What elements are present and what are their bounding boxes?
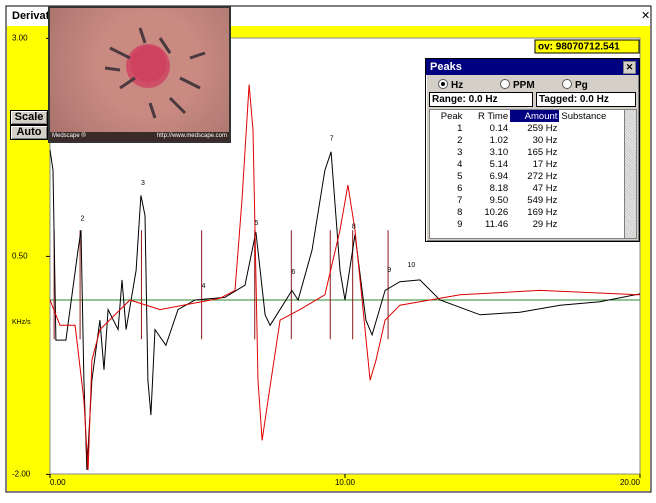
peak-cell: 6.94 [464,170,510,182]
peak-cell: 9.50 [464,194,510,206]
peaks-dialog: Peaks ✕ Hz PPM Pg Range: 0.0 Hz Tagged: 0.0… [425,58,640,242]
peak-cell: 8 [430,206,464,218]
y-tick-label: -2.00 [12,470,31,479]
y-tick-label: 3.00 [12,34,28,43]
peak-cell: 8.18 [464,182,510,194]
ov-label: ov: 98070712.541 [538,42,620,53]
column-header[interactable]: Amount [510,110,559,122]
tagged-box: Tagged: 0.0 Hz [536,92,636,107]
unit-radio[interactable]: Hz [438,79,463,91]
auto-button[interactable]: Auto [10,125,48,140]
peak-cell: 165 Hz [510,146,559,158]
peak-cell: 11.46 [464,218,510,230]
peak-label: 4 [201,283,205,290]
peak-cell: 9 [430,218,464,230]
peak-cell: 6 [430,182,464,194]
peak-cell-empty [559,218,625,230]
peak-label: 3 [141,180,145,187]
peak-cell: 272 Hz [510,170,559,182]
peak-cell: 47 Hz [510,182,559,194]
peak-label: 10 [407,262,415,269]
peak-label: 7 [330,136,334,143]
dialog-title-bar: Peaks ✕ [426,59,639,75]
peak-cell-empty [559,122,625,134]
window-title: Derivat [12,10,50,22]
radio-dot[interactable] [500,79,510,89]
image-url: http://www.medscape.com [157,132,227,141]
y-tick-label: 0.50 [12,252,28,261]
peak-cell: 29 Hz [510,218,559,230]
peak-label: 6 [291,269,295,276]
peak-label: 8 [352,224,356,231]
peak-cell: 4 [430,158,464,170]
peak-cell: 2 [430,134,464,146]
app-window: { "window": {"title": "Derivat", "ov_lab… [0,0,656,503]
x-tick-label: 20.00 [620,478,641,487]
x-tick-label: 10.00 [335,478,356,487]
dialog-close[interactable]: ✕ [623,61,636,74]
peak-cell-empty [559,194,625,206]
dialog-title: Peaks [430,61,462,73]
column-header[interactable]: R Time [464,110,510,122]
y-unit: KHz/s [12,319,31,326]
unit-radio[interactable]: PPM [500,79,535,91]
column-header[interactable]: Substance [559,110,625,122]
peak-cell: 549 Hz [510,194,559,206]
peak-cell: 10.26 [464,206,510,218]
image-footer: Medscape ® http://www.medscape.com [50,132,229,141]
peak-cell: 3 [430,146,464,158]
peak-label: 9 [387,267,391,274]
overlay-image: Medscape ® http://www.medscape.com [48,6,231,143]
peak-cell: 259 Hz [510,122,559,134]
peak-cell-empty [559,158,625,170]
unit-radio[interactable]: Pg [562,79,588,91]
image-credit: Medscape ® [52,132,86,141]
peak-cell: 0.14 [464,122,510,134]
scale-button[interactable]: Scale [10,110,48,125]
peak-cell: 17 Hz [510,158,559,170]
peak-cell: 5 [430,170,464,182]
peak-cell: 3.10 [464,146,510,158]
column-header[interactable]: Peak [430,110,464,122]
peak-cell: 5.14 [464,158,510,170]
radio-label: PPM [513,80,535,91]
peak-cell-empty [559,146,625,158]
peak-cell: 30 Hz [510,134,559,146]
peak-cell: 1.02 [464,134,510,146]
radio-label: Pg [575,80,588,91]
close-icon[interactable]: ✕ [641,10,650,22]
peak-cell-empty [559,206,625,218]
peak-cell-empty [559,182,625,194]
x-tick-label: 0.00 [50,478,66,487]
peak-cell: 169 Hz [510,206,559,218]
scrollbar[interactable] [624,109,637,239]
radio-dot[interactable] [562,79,572,89]
radio-label: Hz [451,80,463,91]
peak-cell-empty [559,134,625,146]
radio-dot[interactable] [438,79,448,89]
peak-cell-empty [559,170,625,182]
peak-cell: 7 [430,194,464,206]
peak-cell: 1 [430,122,464,134]
peak-label: 5 [255,220,259,227]
image-content [50,8,229,141]
range-box: Range: 0.0 Hz [429,92,533,107]
peak-label: 2 [80,216,84,223]
